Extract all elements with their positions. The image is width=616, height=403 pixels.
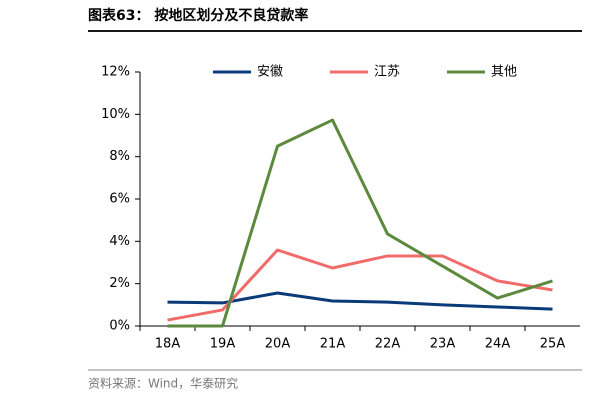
legend-label: 其他: [491, 65, 517, 80]
x-tick-label: 25A: [540, 337, 566, 352]
chart-title: 图表63： 按地区划分及不良贷款率: [88, 7, 308, 24]
y-tick-label: 2%: [109, 276, 130, 291]
y-tick-label: 12%: [101, 65, 130, 80]
legend-label: 江苏: [374, 64, 400, 80]
y-tick-label: 4%: [109, 234, 130, 249]
x-tick-label: 19A: [210, 337, 236, 352]
source: 资料来源：Wind，华泰研究: [88, 376, 238, 391]
y-tick-label: 8%: [109, 149, 130, 164]
x-tick-label: 18A: [155, 337, 181, 352]
y-tick-label: 10%: [101, 107, 130, 122]
x-tick-label: 24A: [485, 337, 511, 352]
series-line: [167, 248, 553, 322]
legend-label: 安徽: [257, 65, 283, 80]
x-tick-label: 23A: [430, 337, 456, 352]
x-tick-label: 22A: [375, 337, 401, 352]
x-tick-label: 20A: [265, 337, 291, 352]
x-tick-label: 21A: [320, 337, 346, 352]
y-tick-label: 6%: [109, 192, 130, 207]
series-line: [167, 118, 553, 328]
y-tick-label: 0%: [109, 319, 130, 334]
